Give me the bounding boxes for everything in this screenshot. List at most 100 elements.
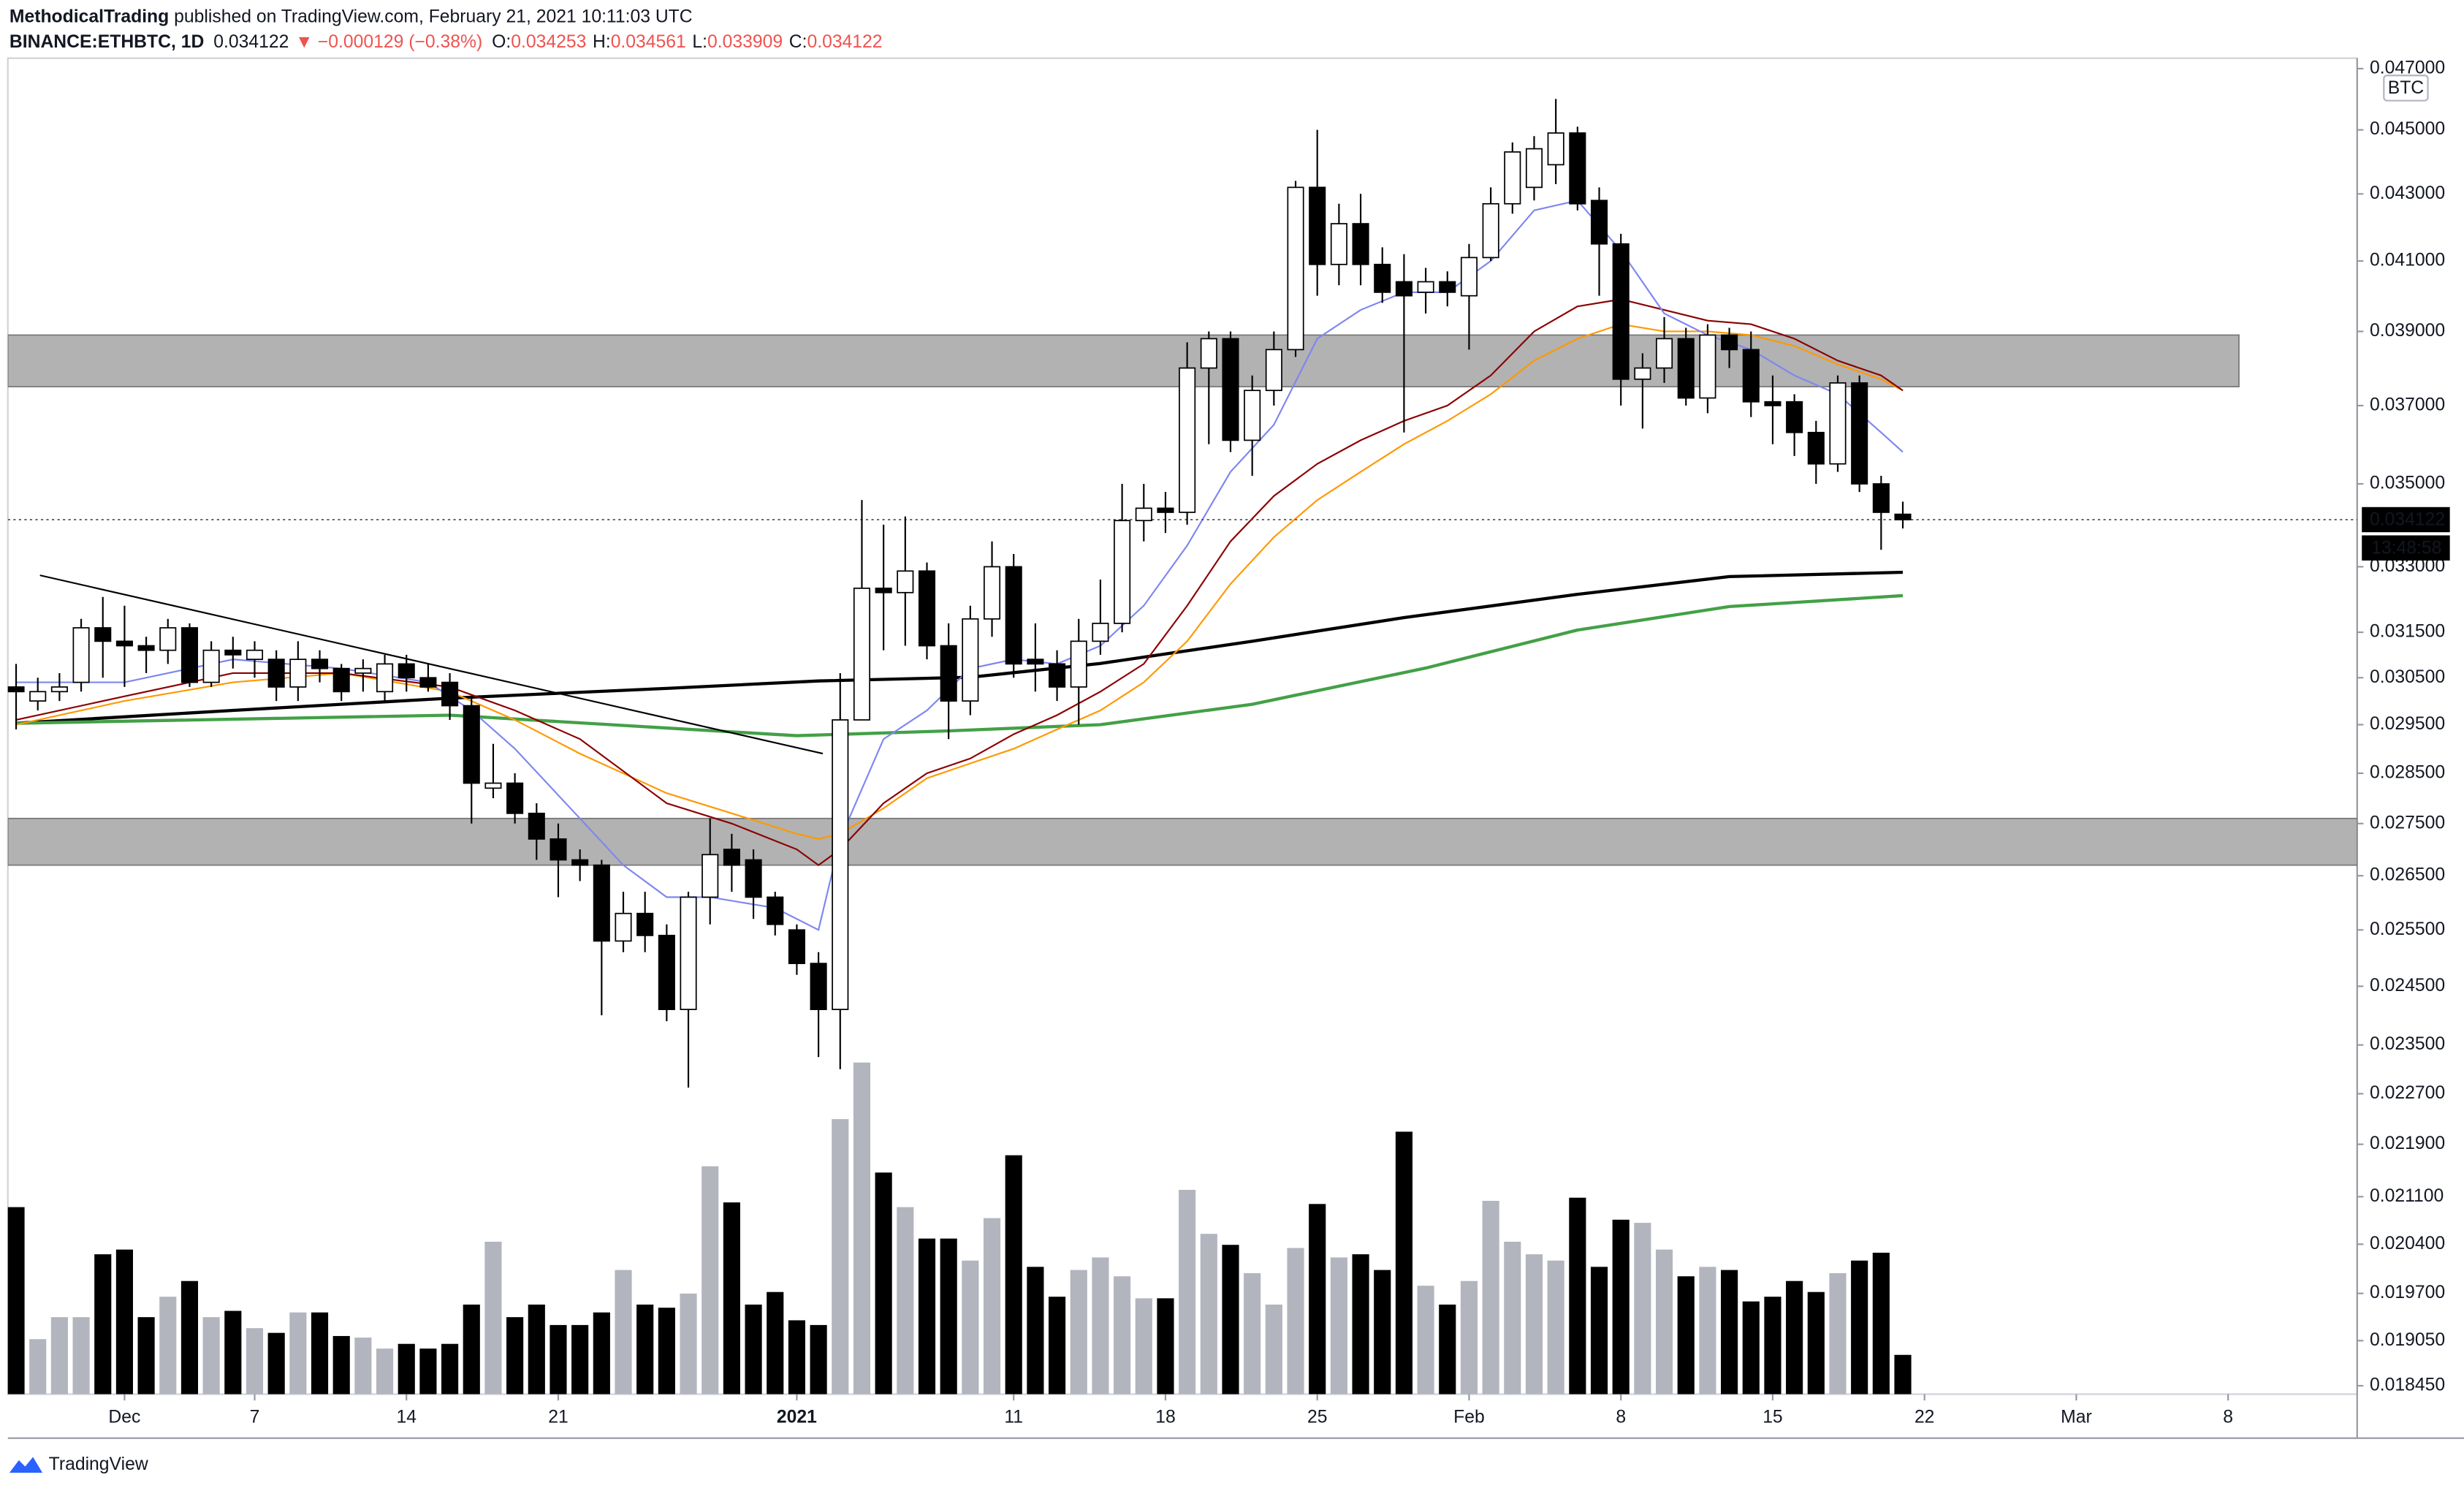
published: published on TradingView.com, February 2… — [169, 7, 692, 26]
candle-body — [897, 570, 914, 593]
candle-body — [1005, 566, 1022, 665]
candle-body — [1721, 334, 1738, 351]
candle-body — [1786, 401, 1803, 433]
candle-body — [680, 896, 697, 1010]
candle-body — [7, 686, 25, 693]
volume-bar — [506, 1317, 524, 1395]
volume-bar — [1829, 1272, 1847, 1395]
volume-bar — [1244, 1272, 1261, 1395]
volume-bar — [810, 1324, 827, 1395]
y-tick-label: 0.019050 — [2370, 1330, 2445, 1350]
candle-body — [550, 838, 567, 861]
volume-bar — [1179, 1189, 1196, 1395]
volume-bar — [1677, 1276, 1695, 1395]
candle-body — [1460, 257, 1478, 297]
candle-body — [1894, 513, 1912, 520]
volume-bar — [1590, 1267, 1608, 1395]
volume-bar — [50, 1317, 68, 1395]
header-line-2: BINANCE:ETHBTC, 1D 0.034122 ▼ −0.000129 (−0… — [9, 32, 883, 52]
volume-bar — [1222, 1245, 1239, 1395]
last-price-box — [2362, 507, 2450, 533]
volume-bar — [1612, 1219, 1630, 1395]
candle-body — [1309, 186, 1326, 265]
candle-body — [484, 782, 502, 789]
candle-body — [224, 649, 242, 656]
volume-bar — [246, 1328, 264, 1395]
volume-bar — [1439, 1304, 1456, 1395]
trendline — [39, 574, 824, 755]
candle-body — [94, 627, 112, 642]
ohlc-value: 0.034122 — [807, 32, 882, 52]
volume-bar — [1417, 1286, 1434, 1395]
volume-bar — [1786, 1281, 1803, 1395]
candle-body — [615, 912, 632, 942]
candle-body — [1070, 640, 1087, 688]
logo-text: TradingView — [49, 1454, 148, 1474]
volume-bar — [115, 1249, 133, 1395]
candle-body — [289, 659, 307, 688]
candle-body — [1612, 243, 1630, 380]
volume-bar — [1569, 1197, 1586, 1395]
y-tick-label: 0.043000 — [2370, 183, 2445, 203]
candle-body — [1482, 202, 1499, 259]
y-tick-label: 0.024500 — [2370, 976, 2445, 995]
symbol: BINANCE:ETHBTC, 1D — [9, 32, 204, 52]
candle-body — [1742, 349, 1760, 403]
y-tick-label: 0.041000 — [2370, 251, 2445, 270]
volume-bar — [1655, 1249, 1673, 1395]
candle-body — [1807, 431, 1825, 465]
volume-bar — [1634, 1223, 1651, 1395]
y-tick-label: 0.021100 — [2370, 1186, 2444, 1206]
candle-body — [332, 667, 350, 693]
x-tick-label: 21 — [548, 1407, 569, 1427]
candle-body — [788, 929, 805, 965]
ohlc-value: 0.033909 — [707, 32, 783, 52]
candle-body — [832, 719, 849, 1010]
candle-body — [1699, 334, 1716, 399]
candle-body — [180, 627, 198, 683]
volume-bar — [1721, 1270, 1738, 1395]
y-tick-label: 0.020400 — [2370, 1234, 2445, 1253]
volume-bar — [1287, 1248, 1304, 1395]
volume-bar — [658, 1308, 675, 1395]
y-tick-label: 0.028500 — [2370, 762, 2445, 782]
volume-bar — [484, 1241, 502, 1395]
candle-body — [853, 587, 871, 721]
change: −0.000129 (−0.38%) — [318, 32, 482, 52]
volume-bar — [1005, 1155, 1022, 1395]
candle-body — [1851, 382, 1868, 485]
volume-bar — [615, 1270, 632, 1395]
volume-bar — [1200, 1234, 1217, 1395]
x-tick-label: 2021 — [777, 1407, 817, 1427]
volume-bar — [1395, 1131, 1412, 1395]
currency-label: BTC — [2388, 78, 2424, 98]
volume-bar — [1547, 1260, 1564, 1395]
x-tick-label: Dec — [108, 1407, 140, 1427]
x-tick-label: 11 — [1004, 1407, 1023, 1427]
candle-body — [1027, 659, 1044, 665]
candle-body — [419, 677, 437, 688]
volume-bar — [419, 1348, 437, 1395]
volume-bar — [550, 1324, 567, 1395]
y-tick-label: 0.027500 — [2370, 813, 2445, 832]
volume-bar — [1872, 1252, 1890, 1395]
zone — [7, 334, 2240, 387]
candle-body — [1417, 281, 1434, 293]
candle-body — [506, 782, 524, 814]
volume-bar — [1114, 1276, 1131, 1395]
ohlc-value: 0.034253 — [511, 32, 586, 52]
last-price-label: 0.034122 — [2370, 510, 2445, 530]
volume-bar — [7, 1207, 25, 1395]
volume-bar — [1525, 1254, 1543, 1395]
volume-bar — [1851, 1260, 1868, 1395]
candle-body — [1265, 349, 1282, 392]
volume-bar — [441, 1343, 459, 1395]
candle-body — [137, 645, 155, 651]
volume-bar — [1135, 1298, 1152, 1395]
volume-bar — [1309, 1204, 1326, 1395]
x-tick-label: Feb — [1453, 1407, 1485, 1427]
volume-bar — [180, 1281, 199, 1395]
volume-bar — [1894, 1354, 1912, 1395]
